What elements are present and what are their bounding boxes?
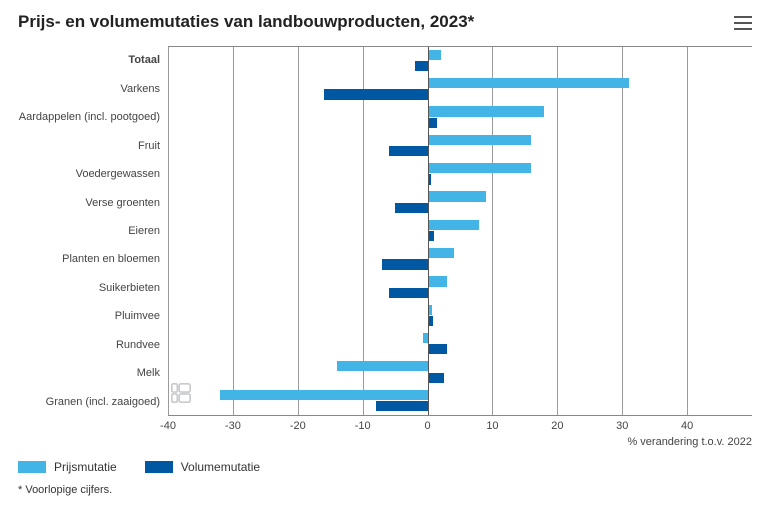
bar-group — [168, 302, 752, 330]
bar-group — [168, 217, 752, 245]
bar-group — [168, 189, 752, 217]
legend-swatch-volume — [145, 461, 173, 473]
bar-prijs — [220, 390, 428, 400]
header: Prijs- en volumemutaties van landbouwpro… — [18, 12, 752, 32]
bar-volume — [389, 288, 428, 298]
plot-area — [168, 46, 752, 416]
y-label: Totaal — [18, 46, 160, 74]
bar-volume — [382, 259, 427, 269]
bar-prijs — [428, 50, 441, 60]
x-tick: 40 — [681, 420, 693, 432]
x-tick: -40 — [160, 420, 176, 432]
y-axis-labels: TotaalVarkensAardappelen (incl. pootgoed… — [18, 46, 168, 416]
bar-prijs — [428, 248, 454, 258]
bar-group — [168, 160, 752, 188]
bar-prijs — [428, 78, 629, 88]
bar-volume — [428, 118, 438, 128]
bar-volume — [324, 89, 428, 99]
chart-title: Prijs- en volumemutaties van landbouwpro… — [18, 12, 474, 32]
cbs-watermark-icon — [170, 382, 192, 409]
legend-label-volume: Volumemutatie — [181, 460, 260, 474]
chart-container: Prijs- en volumemutaties van landbouwpro… — [0, 0, 770, 513]
y-label: Verse groenten — [18, 188, 160, 216]
x-tick: -20 — [290, 420, 306, 432]
bar-prijs — [428, 106, 545, 116]
bar-prijs — [428, 220, 480, 230]
bar-volume — [389, 146, 428, 156]
x-tick: 10 — [486, 420, 498, 432]
bar-group — [168, 358, 752, 386]
y-label: Granen (incl. zaaigoed) — [18, 388, 160, 416]
bar-prijs — [428, 135, 532, 145]
bar-group — [168, 245, 752, 273]
bar-group — [168, 75, 752, 103]
bar-volume — [415, 61, 428, 71]
y-label: Planten en bloemen — [18, 245, 160, 273]
legend-label-prijs: Prijsmutatie — [54, 460, 117, 474]
y-label: Pluimvee — [18, 302, 160, 330]
zero-line — [428, 47, 429, 415]
footnote: * Voorlopige cijfers. — [18, 484, 752, 496]
x-axis-title: % verandering t.o.v. 2022 — [627, 436, 752, 448]
x-axis: % verandering t.o.v. 2022 -40-30-20-1001… — [168, 416, 752, 450]
y-label: Fruit — [18, 131, 160, 159]
y-label: Aardappelen (incl. pootgoed) — [18, 103, 160, 131]
bar-prijs — [337, 361, 428, 371]
bar-group — [168, 387, 752, 415]
bar-prijs — [428, 191, 486, 201]
y-label: Eieren — [18, 217, 160, 245]
legend-swatch-prijs — [18, 461, 46, 473]
bar-group — [168, 47, 752, 75]
bar-prijs — [428, 163, 532, 173]
chart-area: TotaalVarkensAardappelen (incl. pootgoed… — [18, 46, 752, 416]
legend: Prijsmutatie Volumemutatie — [18, 460, 752, 474]
x-tick: 30 — [616, 420, 628, 432]
y-label: Melk — [18, 359, 160, 387]
bar-group — [168, 104, 752, 132]
bar-volume — [376, 401, 428, 411]
y-label: Varkens — [18, 74, 160, 102]
x-tick: 20 — [551, 420, 563, 432]
bar-volume — [428, 373, 444, 383]
legend-item-volume: Volumemutatie — [145, 460, 260, 474]
bar-volume — [428, 344, 447, 354]
x-tick: 0 — [424, 420, 430, 432]
x-tick: -30 — [225, 420, 241, 432]
bar-volume — [395, 203, 427, 213]
legend-item-prijs: Prijsmutatie — [18, 460, 117, 474]
x-tick: -10 — [355, 420, 371, 432]
bar-group — [168, 274, 752, 302]
bars-layer — [168, 47, 752, 415]
menu-icon[interactable] — [734, 16, 752, 30]
bar-group — [168, 330, 752, 358]
y-label: Voedergewassen — [18, 160, 160, 188]
y-label: Suikerbieten — [18, 274, 160, 302]
y-label: Rundvee — [18, 331, 160, 359]
bar-group — [168, 132, 752, 160]
bar-prijs — [428, 276, 447, 286]
